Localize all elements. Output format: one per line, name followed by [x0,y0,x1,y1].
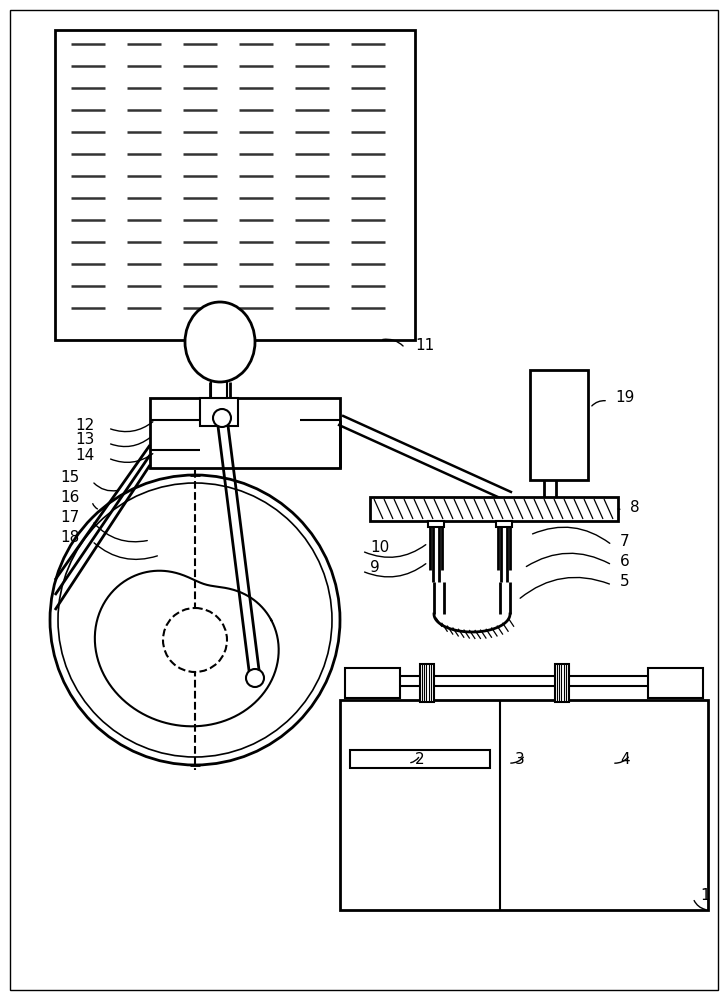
Bar [340,700,708,910]
Text: 2: 2 [415,752,424,768]
Bar [370,497,618,521]
Circle shape [213,409,231,427]
Text: 6: 6 [620,554,630,570]
Circle shape [50,475,340,765]
Text: 17: 17 [60,510,79,526]
Bar [345,668,400,698]
Text: 15: 15 [60,471,79,486]
Text: 12: 12 [75,418,94,432]
Text: 5: 5 [620,574,630,589]
Text: 7: 7 [620,534,630,550]
Text: 9: 9 [370,560,380,576]
Text: 8: 8 [630,500,640,516]
Circle shape [163,608,227,672]
Text: 13: 13 [75,432,95,448]
Text: 18: 18 [60,530,79,546]
Text: 1: 1 [700,888,710,902]
Text: 4: 4 [620,752,630,768]
Bar [648,668,703,698]
Bar [150,398,340,468]
Text: 11: 11 [415,338,434,353]
Bar [350,750,490,768]
Text: 3: 3 [515,752,525,768]
Bar [200,398,238,426]
Text: 16: 16 [60,490,79,506]
Text: 14: 14 [75,448,94,462]
Bar [55,30,415,340]
Bar [530,370,588,480]
Bar [420,664,434,702]
Text: 10: 10 [370,540,389,556]
Ellipse shape [185,302,255,382]
Bar [211,370,227,398]
Circle shape [246,669,264,687]
Bar [428,521,444,527]
Text: 19: 19 [615,390,634,406]
Bar [555,664,569,702]
Bar [496,521,512,527]
